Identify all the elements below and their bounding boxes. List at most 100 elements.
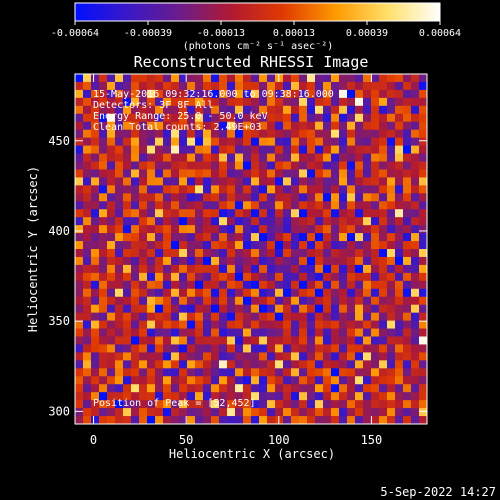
heatmap-cell	[347, 256, 356, 266]
heatmap-cell	[203, 368, 212, 377]
heatmap-cell	[123, 113, 132, 123]
heatmap-cell	[195, 201, 204, 210]
x-axis-label: Heliocentric X (arcsec)	[169, 447, 335, 461]
heatmap-cell	[363, 256, 372, 266]
heatmap-cell	[187, 105, 196, 115]
x-tick-label: 0	[90, 433, 97, 447]
heatmap-cell	[107, 376, 116, 385]
heatmap-cell	[211, 280, 220, 290]
heatmap-cell	[371, 105, 380, 115]
heatmap-cell	[419, 105, 427, 115]
heatmap-cell	[411, 384, 420, 393]
heatmap-cell	[307, 113, 316, 123]
heatmap-cell	[379, 241, 388, 250]
heatmap-cell	[347, 89, 356, 99]
heatmap-cell	[411, 360, 420, 369]
heatmap-cell	[211, 121, 220, 131]
heatmap-cell	[203, 201, 212, 210]
heatmap-cell	[267, 185, 276, 194]
heatmap-cell	[91, 328, 100, 337]
heatmap-cell	[283, 193, 292, 202]
heatmap-cell	[251, 352, 260, 361]
heatmap-cell	[387, 360, 396, 369]
heatmap-cell	[379, 209, 388, 218]
heatmap-cell	[299, 161, 308, 170]
heatmap-cell	[203, 225, 212, 234]
heatmap-cell	[227, 280, 236, 290]
heatmap-cell	[195, 145, 204, 154]
heatmap-cell	[299, 97, 308, 107]
heatmap-cell	[107, 264, 116, 274]
heatmap-cell	[195, 113, 204, 123]
heatmap-cell	[347, 161, 356, 170]
heatmap-cell	[251, 185, 260, 194]
heatmap-cell	[347, 105, 356, 115]
heatmap-cell	[195, 304, 204, 314]
heatmap-cell	[283, 328, 292, 337]
heatmap-cell	[283, 320, 292, 329]
heatmap-cell	[91, 264, 100, 274]
heatmap-cell	[299, 105, 308, 115]
heatmap-cell	[147, 264, 156, 274]
heatmap-cell	[91, 272, 100, 282]
heatmap-cell	[395, 264, 404, 274]
heatmap-cell	[195, 256, 204, 266]
heatmap-cell	[99, 296, 108, 306]
heatmap-cell	[379, 97, 388, 107]
heatmap-cell	[379, 304, 388, 314]
heatmap-cell	[339, 368, 348, 377]
heatmap-cell	[195, 408, 204, 417]
heatmap-cell	[107, 249, 116, 258]
heatmap-cell	[315, 233, 324, 242]
heatmap-cell	[251, 312, 260, 321]
heatmap-cell	[147, 384, 156, 393]
heatmap-cell	[395, 97, 404, 107]
heatmap-cell	[339, 328, 348, 337]
heatmap-cell	[131, 89, 140, 99]
heatmap-cell	[123, 320, 132, 329]
heatmap-cell	[179, 89, 188, 99]
heatmap-cell	[371, 360, 380, 369]
heatmap-cell	[291, 264, 300, 274]
heatmap-cell	[99, 161, 108, 170]
heatmap-cell	[371, 376, 380, 385]
heatmap-cell	[403, 288, 412, 298]
heatmap-cell	[291, 400, 300, 409]
heatmap-cell	[347, 97, 356, 107]
heatmap-cell	[267, 280, 276, 290]
heatmap-cell	[203, 392, 212, 401]
info-energy-range: Energy Range: 25.0 - 50.0 keV	[93, 111, 268, 122]
heatmap-cell	[403, 137, 412, 146]
heatmap-cell	[115, 320, 124, 329]
heatmap-cell	[307, 304, 316, 314]
heatmap-cell	[187, 113, 196, 123]
heatmap-cell	[371, 225, 380, 234]
heatmap-cell	[267, 161, 276, 170]
heatmap-cell	[131, 368, 140, 377]
heatmap-cell	[331, 360, 340, 369]
heatmap-cell	[195, 416, 204, 424]
heatmap-cell	[275, 376, 284, 385]
heatmap-cell	[91, 256, 100, 266]
heatmap-cell	[283, 264, 292, 274]
heatmap-cell	[187, 161, 196, 170]
heatmap-cell	[323, 352, 332, 361]
heatmap-cell	[235, 97, 244, 107]
heatmap-cell	[83, 121, 92, 131]
y-tick-label: 300	[48, 404, 70, 418]
heatmap-cell	[115, 400, 124, 409]
heatmap-cell	[331, 272, 340, 282]
heatmap-cell	[275, 161, 284, 170]
heatmap-cell	[411, 145, 420, 154]
heatmap-cell	[267, 217, 276, 226]
heatmap-cell	[371, 209, 380, 218]
heatmap-cell	[251, 97, 260, 107]
heatmap-cell	[267, 376, 276, 385]
heatmap-cell	[115, 392, 124, 401]
heatmap-cell	[203, 256, 212, 266]
heatmap-cell	[131, 185, 140, 194]
heatmap-cell	[307, 89, 316, 99]
heatmap-cell	[171, 288, 180, 298]
heatmap-cell	[123, 296, 132, 306]
heatmap-cell	[315, 328, 324, 337]
